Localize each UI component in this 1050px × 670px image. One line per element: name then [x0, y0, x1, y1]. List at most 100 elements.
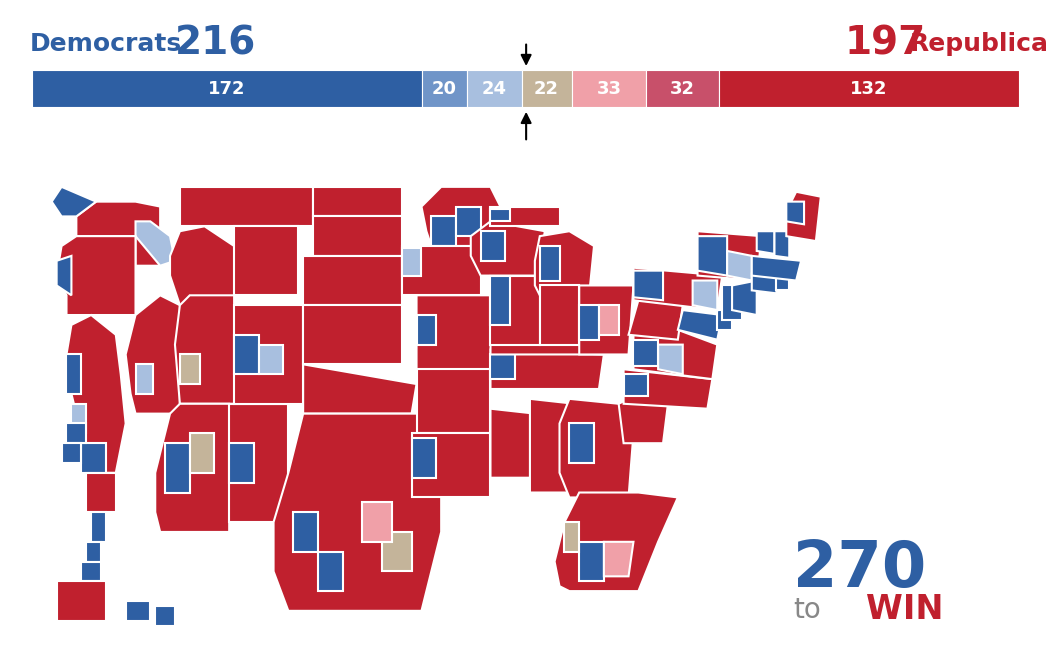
Polygon shape [624, 369, 712, 409]
Polygon shape [757, 231, 775, 254]
Polygon shape [490, 315, 609, 354]
Polygon shape [412, 438, 436, 478]
Polygon shape [490, 275, 540, 344]
Polygon shape [417, 315, 436, 344]
Polygon shape [732, 281, 757, 315]
Polygon shape [633, 268, 722, 310]
Polygon shape [565, 522, 580, 551]
Polygon shape [540, 285, 580, 344]
Polygon shape [697, 231, 761, 281]
Polygon shape [598, 305, 618, 335]
Polygon shape [490, 275, 510, 325]
Text: 24: 24 [482, 80, 507, 98]
Polygon shape [728, 251, 752, 281]
Polygon shape [66, 315, 126, 473]
Polygon shape [234, 305, 303, 404]
Polygon shape [417, 369, 490, 433]
Polygon shape [57, 236, 135, 315]
Polygon shape [318, 551, 342, 591]
Polygon shape [580, 305, 598, 340]
Polygon shape [126, 601, 150, 620]
Polygon shape [57, 256, 71, 295]
Polygon shape [86, 542, 101, 561]
Polygon shape [752, 273, 776, 293]
Polygon shape [234, 226, 298, 295]
Text: to: to [793, 596, 820, 624]
Polygon shape [313, 187, 402, 216]
Polygon shape [234, 335, 258, 374]
Bar [719, 70, 1018, 107]
Polygon shape [534, 231, 594, 295]
Polygon shape [382, 532, 412, 572]
Polygon shape [618, 394, 668, 444]
Polygon shape [135, 221, 175, 266]
Polygon shape [91, 513, 106, 542]
Text: 33: 33 [596, 80, 622, 98]
Polygon shape [77, 202, 161, 266]
Polygon shape [165, 444, 190, 492]
Polygon shape [554, 492, 678, 591]
Polygon shape [693, 281, 717, 310]
Polygon shape [633, 271, 663, 300]
Polygon shape [303, 364, 417, 413]
Polygon shape [530, 399, 574, 492]
Polygon shape [155, 404, 229, 532]
Polygon shape [604, 542, 633, 576]
Polygon shape [786, 192, 821, 241]
Text: 270: 270 [793, 539, 926, 600]
Text: 22: 22 [534, 80, 559, 98]
Bar [647, 70, 719, 107]
Polygon shape [697, 236, 728, 275]
Polygon shape [633, 330, 717, 379]
Polygon shape [135, 364, 153, 394]
Polygon shape [629, 300, 682, 340]
Text: 216: 216 [175, 25, 256, 62]
Text: Democrats: Democrats [30, 31, 182, 56]
Polygon shape [490, 208, 510, 221]
Polygon shape [569, 423, 594, 463]
Polygon shape [470, 221, 545, 275]
Polygon shape [71, 404, 86, 433]
Polygon shape [66, 354, 81, 394]
Polygon shape [170, 226, 234, 305]
Polygon shape [658, 344, 682, 374]
Polygon shape [402, 246, 481, 295]
Polygon shape [229, 444, 254, 482]
Polygon shape [412, 433, 490, 497]
Bar [467, 70, 522, 107]
Text: Republicans: Republicans [910, 31, 1050, 56]
Polygon shape [722, 285, 742, 320]
Polygon shape [57, 582, 106, 620]
Text: 172: 172 [208, 80, 246, 98]
Polygon shape [490, 354, 516, 379]
Polygon shape [776, 275, 790, 290]
Polygon shape [490, 350, 604, 389]
Polygon shape [580, 285, 633, 354]
Polygon shape [258, 344, 284, 374]
Polygon shape [786, 202, 804, 224]
Polygon shape [580, 542, 604, 582]
Bar [422, 70, 467, 107]
Polygon shape [155, 606, 175, 626]
Polygon shape [175, 295, 234, 404]
Polygon shape [432, 216, 456, 246]
Polygon shape [402, 248, 421, 275]
Polygon shape [678, 310, 722, 340]
Bar [32, 70, 422, 107]
Polygon shape [624, 374, 648, 396]
Polygon shape [62, 444, 81, 463]
Bar [522, 70, 571, 107]
Text: 197: 197 [845, 25, 926, 62]
Polygon shape [180, 187, 313, 226]
Polygon shape [421, 187, 501, 246]
Polygon shape [633, 340, 658, 366]
Bar [571, 70, 647, 107]
Polygon shape [752, 256, 801, 281]
Polygon shape [490, 206, 560, 226]
Polygon shape [66, 423, 86, 444]
Polygon shape [717, 310, 732, 330]
Polygon shape [456, 206, 481, 236]
Polygon shape [540, 246, 560, 281]
Polygon shape [81, 561, 101, 582]
Polygon shape [229, 404, 289, 522]
